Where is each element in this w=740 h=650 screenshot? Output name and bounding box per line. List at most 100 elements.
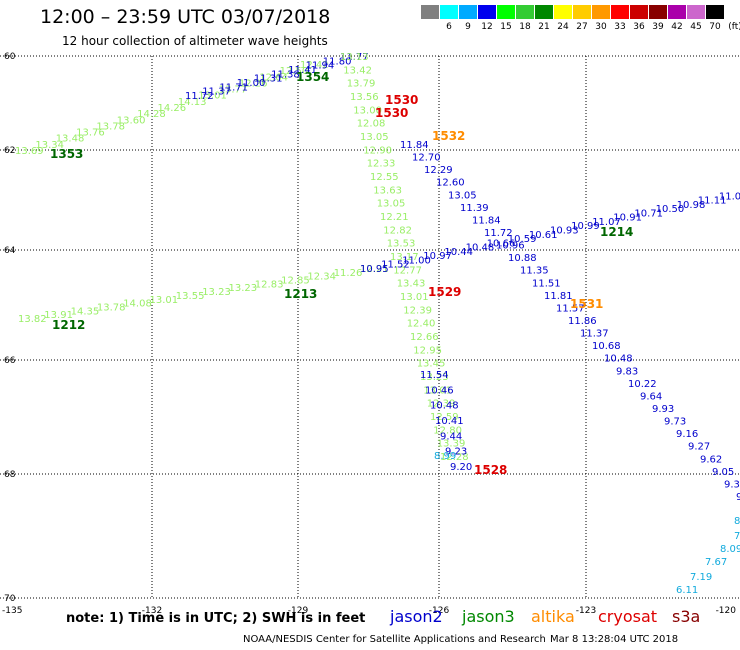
swh-value: 6.11 [676, 585, 698, 596]
swh-value: 12.28 [440, 452, 469, 463]
longitude-label: -126 [429, 606, 450, 616]
chart-subtitle: 12 hour collection of altimeter wave hei… [62, 34, 328, 48]
credit-line: NOAA/NESDIS Center for Satellite Applica… [243, 634, 546, 645]
scale-swatch [687, 5, 705, 19]
swh-value: 9.83 [616, 366, 638, 377]
swh-value: 11.37 [580, 329, 609, 340]
swh-value: 12.85 [281, 276, 310, 287]
pass-time-label: 1528 [474, 463, 507, 477]
swh-value: 9.16 [676, 429, 698, 440]
swh-value: 10.98 [677, 200, 706, 211]
swh-value: 14.13 [178, 97, 207, 108]
swh-value: 13.78 [96, 121, 125, 132]
swh-value: 13.23 [420, 372, 449, 383]
swh-value: 12.77 [393, 265, 422, 276]
pass-time-label: 1212 [52, 318, 85, 332]
swh-value: 10.93 [550, 226, 579, 237]
swh-value: 7 [734, 531, 740, 542]
swh-value: 13.00 [353, 105, 382, 116]
pass-time-label: 1213 [284, 287, 317, 301]
swh-value: 12.39 [403, 305, 432, 316]
swh-value: 11.86 [568, 316, 597, 327]
scale-swatch [497, 5, 515, 19]
swh-value: 10.22 [628, 379, 657, 390]
generated-timestamp: Mar 8 13:28:04 UTC 2018 [550, 634, 679, 645]
swh-value: 12.70 [412, 153, 441, 164]
swh-value: 11.00 [402, 255, 431, 266]
swh-value: 13.77 [219, 85, 248, 96]
swh-value: 11.26 [334, 268, 363, 279]
scale-label: 9 [465, 22, 471, 32]
longitude-label: -132 [142, 606, 162, 616]
scale-label: 18 [519, 22, 531, 32]
swh-value: 13.42 [343, 65, 372, 76]
scale-swatch [440, 5, 458, 19]
pass-time-label: 1354 [296, 70, 329, 84]
swh-value: 13.82 [18, 314, 47, 325]
scale-label: 70 [709, 22, 721, 32]
swh-value: 11.51 [532, 278, 561, 289]
satellite-legend-cryosat: cryosat [598, 607, 658, 626]
swh-value: 12.21 [360, 264, 389, 275]
latitude-label: 70 [4, 594, 16, 604]
swh-value: 10.95 [360, 264, 389, 275]
longitude-label: -135 [2, 606, 22, 616]
swh-value: 13.05 [377, 199, 406, 210]
scale-swatch [649, 5, 667, 19]
scale-label: 6 [446, 22, 452, 32]
swh-value: 11.07 [592, 217, 621, 228]
swh-value: 12.08 [357, 119, 386, 130]
swh-value: 10.61 [529, 230, 558, 241]
swh-value: 13.45 [417, 359, 446, 370]
swh-value: 13.56 [350, 92, 379, 103]
swh-value: 12.59 [430, 412, 459, 423]
scale-label: 36 [633, 22, 645, 32]
latitude-label: 64 [4, 246, 16, 256]
swh-value: 13.05 [448, 190, 477, 201]
swh-value: 9.27 [688, 442, 710, 453]
scale-swatch [535, 5, 553, 19]
swh-value: 12.95 [413, 345, 442, 356]
pass-time-label: 1530 [385, 93, 418, 107]
swh-value: 10.48 [466, 243, 495, 254]
pass-time-label: 1353 [50, 147, 83, 161]
swh-value: 11.35 [520, 266, 549, 277]
swh-value: 8.99 [434, 451, 456, 462]
swh-value: 14.08 [123, 299, 152, 310]
satellite-legend-jason3: jason3 [462, 607, 515, 626]
swh-value: 11.80 [323, 56, 352, 67]
swh-value: 10.68 [592, 341, 621, 352]
swh-value: 11.39 [460, 203, 489, 214]
scale-swatch [668, 5, 686, 19]
swh-value: 12.55 [370, 172, 399, 183]
swh-value: 10.99 [571, 221, 600, 232]
swh-value: 12.29 [424, 165, 453, 176]
swh-value: 11.84 [472, 215, 501, 226]
swh-value: 9.62 [700, 454, 722, 465]
units-label: (ft) [728, 22, 740, 32]
swh-value: 11.57 [556, 303, 585, 314]
swh-value: 11.11 [698, 196, 727, 207]
swh-value: 11.81 [544, 291, 573, 302]
swh-value: 10.48 [430, 401, 459, 412]
swh-value: 13.79 [347, 79, 376, 90]
swh-value: 9.14 [736, 492, 740, 503]
swh-value: 10.46 [425, 385, 454, 396]
swh-value: 11.37 [202, 87, 231, 98]
pass-time-label: 1532 [432, 129, 465, 143]
scale-swatch [611, 5, 629, 19]
swh-value: 13.60 [117, 115, 146, 126]
swh-value: 14.28 [137, 109, 166, 120]
swh-value: 10.91 [613, 213, 642, 224]
swh-value: 7.19 [690, 572, 712, 583]
swh-value: 12.33 [367, 159, 396, 170]
swh-value: 13.91 [44, 310, 73, 321]
scale-swatch [459, 5, 477, 19]
swh-value: 10.71 [634, 208, 663, 219]
scale-label: 27 [576, 22, 588, 32]
pass-time-label: 1529 [428, 285, 461, 299]
swh-value: 12.60 [436, 178, 465, 189]
scale-swatch [516, 5, 534, 19]
swh-value: 11.84 [400, 140, 429, 151]
